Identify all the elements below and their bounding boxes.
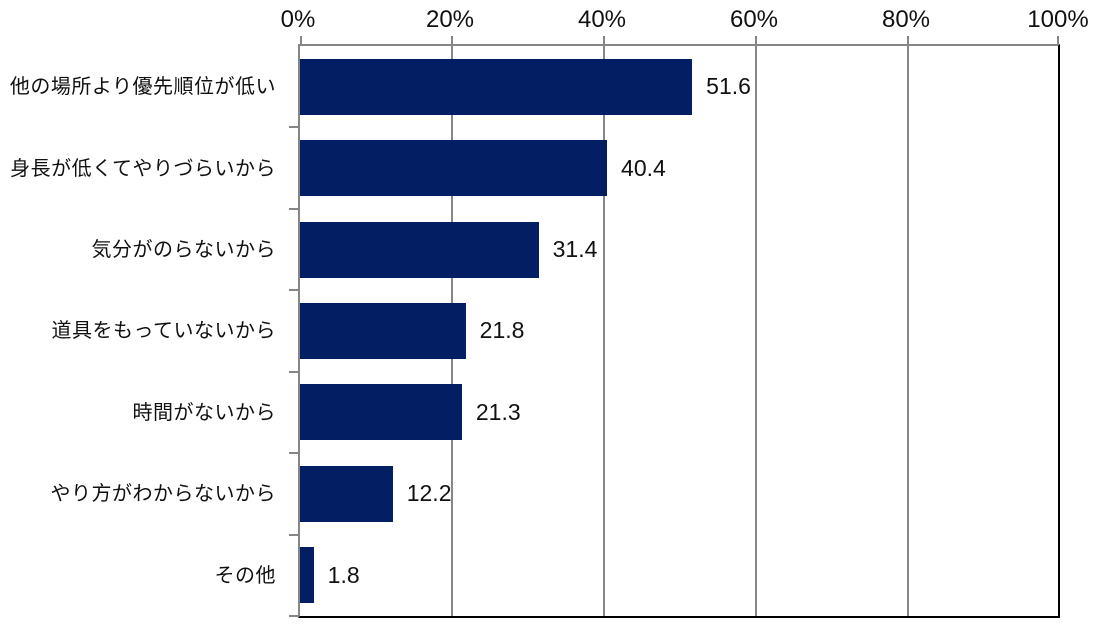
bar — [300, 221, 539, 278]
bar — [300, 303, 466, 359]
x-axis-tick — [907, 36, 909, 44]
value-label: 31.4 — [552, 236, 598, 263]
gridline — [603, 46, 605, 616]
value-label: 1.8 — [327, 561, 360, 588]
x-axis-tick-label: 100% — [1027, 6, 1089, 33]
category-axis-tick — [289, 370, 298, 373]
plot-area: 51.6 40.4 31.4 21.8 21.3 12.2 1.8 — [289, 36, 1060, 618]
category-labels: 他の場所より優先順位が低い 身長が低くてやりづらいから気分がのらないから道具をもっ… — [0, 44, 286, 618]
x-axis-tick — [755, 36, 757, 44]
category-axis-tick — [289, 126, 298, 129]
bar — [300, 547, 314, 604]
category-axis-tick — [289, 452, 298, 455]
category-axis-tick — [289, 207, 298, 210]
category-axis-tick — [289, 289, 298, 292]
x-axis-tick — [300, 36, 302, 44]
gridline — [755, 46, 757, 616]
value-label: 12.2 — [406, 480, 452, 507]
bar — [300, 58, 693, 115]
category-label: 身長が低くてやりづらいから — [10, 157, 276, 180]
value-label: 51.6 — [706, 73, 751, 100]
x-axis-tick — [603, 36, 605, 44]
bar — [300, 465, 393, 522]
x-axis-tick-labels: 0% 20% 40% 60% 80% 100% — [281, 6, 1089, 38]
value-label: 21.3 — [475, 398, 521, 425]
category-label: 気分がのらないから — [91, 239, 276, 262]
category-label: その他 — [214, 564, 276, 587]
x-axis-tick-label: 60% — [729, 6, 779, 33]
value-label: 40.4 — [621, 154, 666, 181]
x-axis-tick — [451, 36, 453, 44]
category-label: 道具をもっていないから — [51, 320, 276, 343]
x-axis-tick — [1057, 36, 1059, 44]
x-axis-tick-label: 20% — [425, 6, 475, 33]
x-axis-tick-label: 40% — [577, 6, 627, 33]
bar — [300, 384, 462, 441]
bar — [300, 140, 608, 197]
x-axis-tick-label: 80% — [881, 6, 931, 33]
category-axis-tick — [289, 615, 298, 617]
category-label: 他の場所より優先順位が低い — [9, 76, 276, 99]
category-label: やり方がわからないから — [50, 483, 276, 506]
x-axis-tick-label: 0% — [280, 6, 316, 33]
category-label: 時間がないから — [132, 401, 276, 424]
value-label: 21.8 — [479, 317, 525, 344]
category-axis-tick — [289, 533, 298, 536]
gridline — [907, 46, 909, 616]
